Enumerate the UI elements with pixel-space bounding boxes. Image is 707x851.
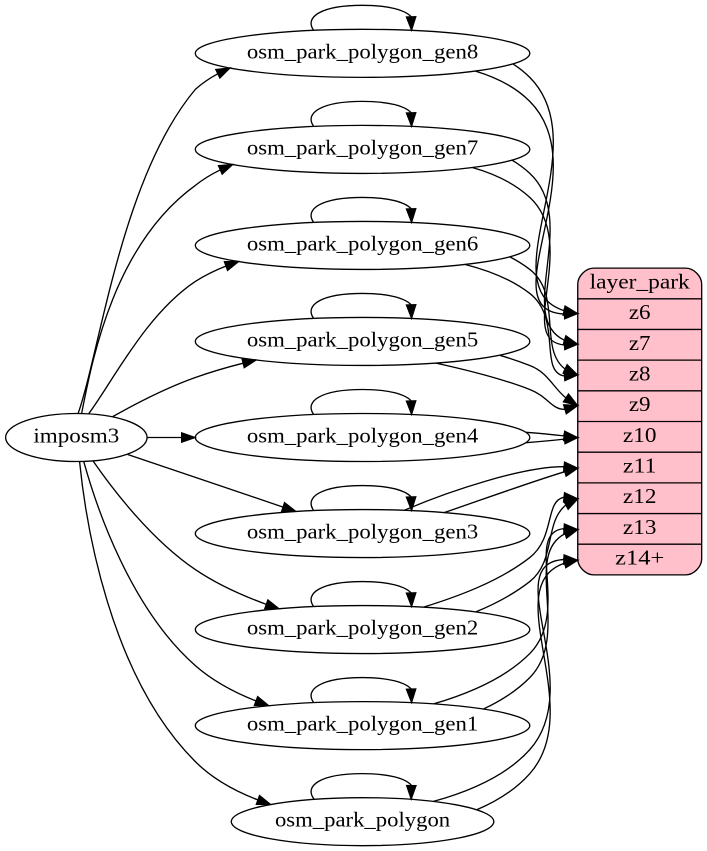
svg-text:z7: z7: [629, 331, 651, 355]
svg-text:osm_park_polygon_gen1: osm_park_polygon_gen1: [247, 712, 478, 736]
svg-text:z8: z8: [629, 361, 651, 385]
svg-text:layer_park: layer_park: [590, 269, 691, 293]
svg-text:z6: z6: [629, 300, 651, 324]
svg-text:osm_park_polygon_gen7: osm_park_polygon_gen7: [247, 135, 478, 159]
svg-text:osm_park_polygon: osm_park_polygon: [275, 808, 451, 832]
svg-text:osm_park_polygon_gen2: osm_park_polygon_gen2: [247, 616, 478, 640]
svg-text:z14+: z14+: [615, 545, 664, 569]
svg-text:z9: z9: [629, 392, 651, 416]
svg-text:z11: z11: [623, 453, 657, 477]
svg-text:imposm3: imposm3: [33, 423, 119, 447]
svg-text:osm_park_polygon_gen8: osm_park_polygon_gen8: [247, 39, 478, 63]
svg-text:osm_park_polygon_gen4: osm_park_polygon_gen4: [247, 423, 479, 447]
svg-text:z13: z13: [623, 515, 657, 539]
svg-text:osm_park_polygon_gen5: osm_park_polygon_gen5: [247, 327, 478, 351]
svg-text:z12: z12: [623, 484, 657, 508]
svg-text:osm_park_polygon_gen6: osm_park_polygon_gen6: [247, 231, 478, 255]
svg-text:osm_park_polygon_gen3: osm_park_polygon_gen3: [247, 519, 478, 543]
svg-text:z10: z10: [623, 423, 657, 447]
